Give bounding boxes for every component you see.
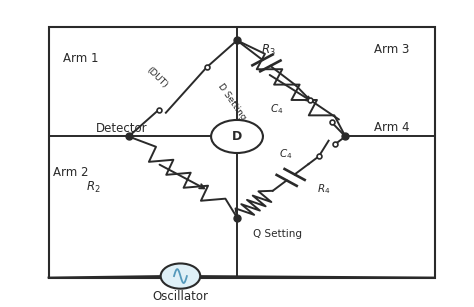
- Text: $C_4$: $C_4$: [279, 147, 293, 161]
- Text: Arm 4: Arm 4: [374, 121, 409, 134]
- Text: D: D: [232, 130, 242, 143]
- Text: Arm 1: Arm 1: [63, 52, 98, 65]
- Bar: [48, 27, 435, 278]
- Text: Arm 3: Arm 3: [374, 43, 409, 56]
- Text: $R_4$: $R_4$: [223, 131, 236, 145]
- Circle shape: [161, 263, 200, 289]
- Circle shape: [211, 120, 263, 153]
- Text: (DUT): (DUT): [145, 66, 169, 90]
- Text: $R_4$: $R_4$: [317, 182, 330, 196]
- Text: Q Setting: Q Setting: [253, 229, 301, 239]
- Text: $R_2$: $R_2$: [86, 180, 101, 195]
- Text: D Setting: D Setting: [217, 82, 248, 122]
- Text: Detector: Detector: [96, 122, 147, 135]
- Text: Oscillator: Oscillator: [153, 290, 209, 303]
- Text: $C_4$: $C_4$: [270, 103, 283, 116]
- Text: $R_3$: $R_3$: [261, 43, 275, 58]
- Text: Arm 2: Arm 2: [53, 166, 89, 179]
